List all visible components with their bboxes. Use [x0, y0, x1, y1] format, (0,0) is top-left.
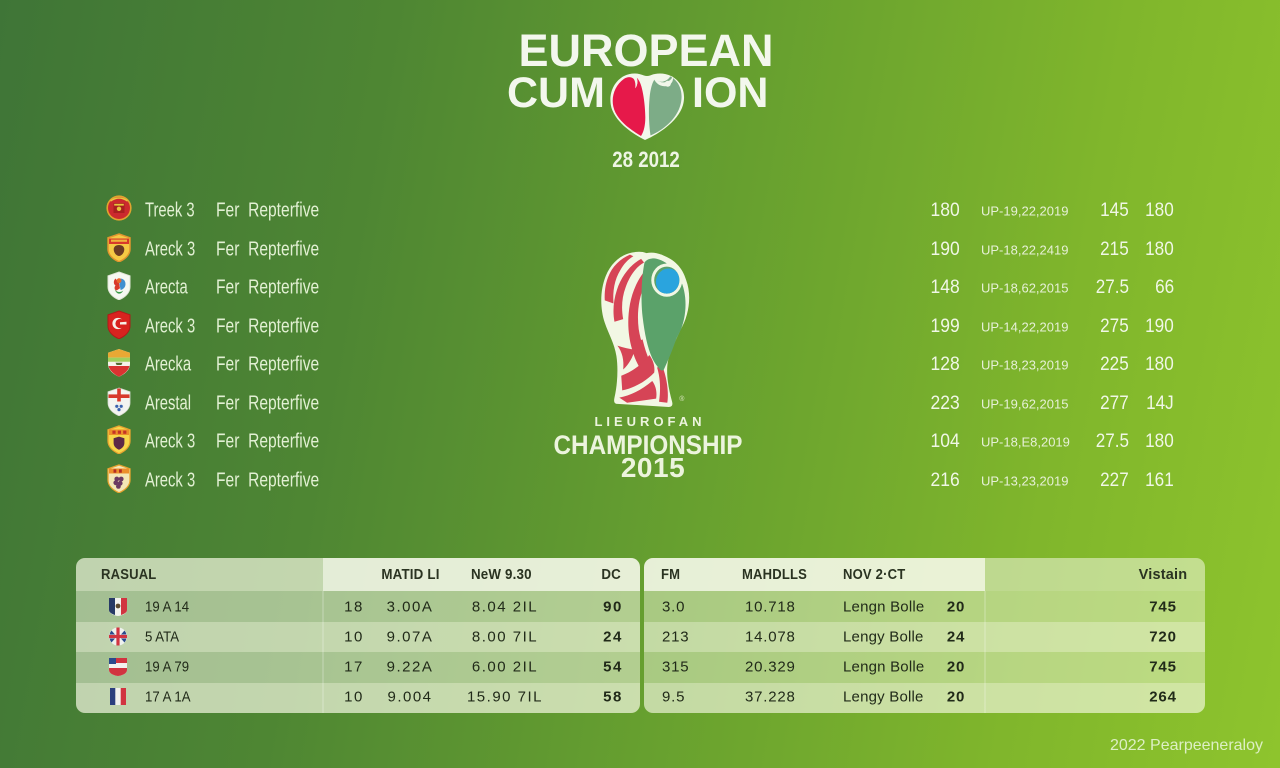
svg-text:®: ® [679, 395, 685, 403]
